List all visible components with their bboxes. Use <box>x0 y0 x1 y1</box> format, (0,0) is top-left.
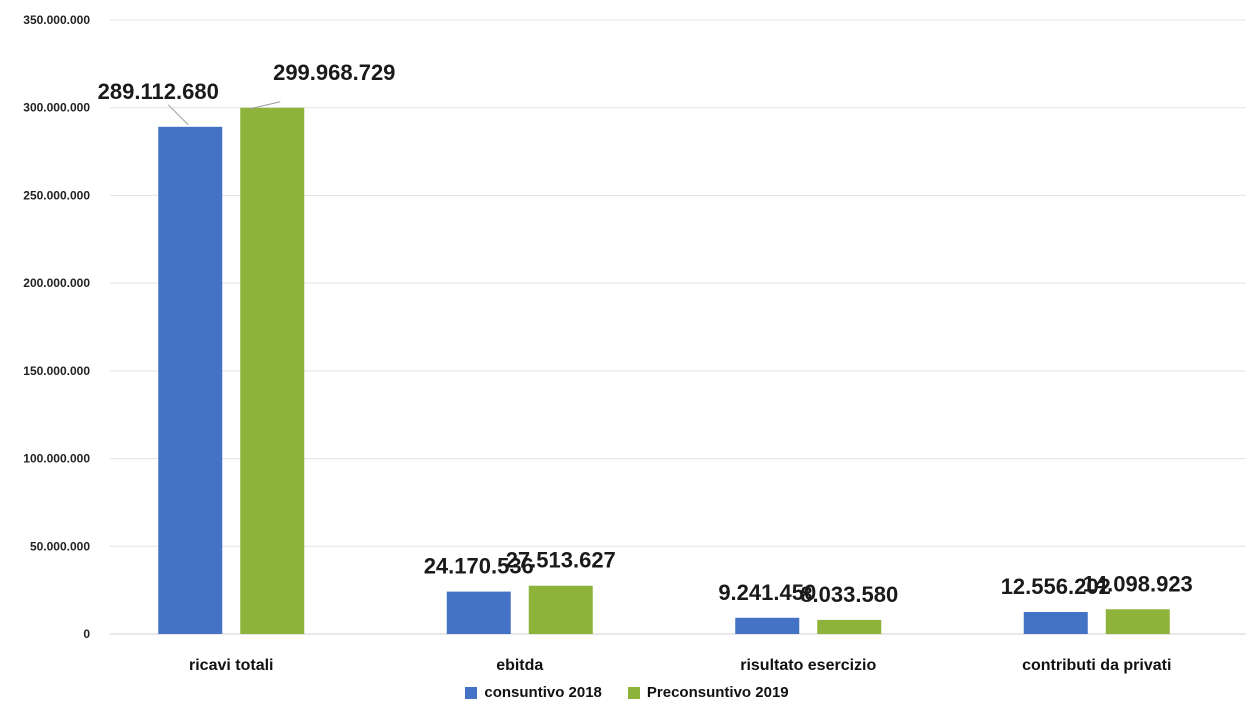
legend: consuntivo 2018 Preconsuntivo 2019 <box>0 684 1254 701</box>
data-label: 14.098.923 <box>1083 571 1193 596</box>
bar <box>528 585 593 634</box>
bar <box>446 591 511 634</box>
category-label: risultato esercizio <box>740 657 876 674</box>
bar <box>158 126 223 635</box>
data-label: 289.112.680 <box>98 79 219 104</box>
category-label: ricavi totali <box>189 657 273 674</box>
y-tick-label: 300.000.000 <box>23 101 90 115</box>
y-tick-label: 0 <box>83 627 90 641</box>
legend-label: consuntivo 2018 <box>484 684 602 701</box>
data-label: 24.170.536 <box>424 554 534 579</box>
legend-swatch-green <box>627 686 640 699</box>
bar <box>735 617 800 634</box>
category-label: contributi da privati <box>1022 657 1171 674</box>
bar <box>817 619 882 634</box>
data-label: 8.033.580 <box>800 582 898 607</box>
leader-line <box>250 101 281 110</box>
legend-item-consuntivo-2018: consuntivo 2018 <box>465 684 602 701</box>
bar <box>240 107 305 634</box>
legend-label: Preconsuntivo 2019 <box>646 684 789 701</box>
y-tick-label: 200.000.000 <box>23 276 90 290</box>
y-tick-label: 350.000.000 <box>23 13 90 27</box>
legend-item-preconsuntivo-2019: Preconsuntivo 2019 <box>627 684 789 701</box>
data-label: 12.556.202 <box>1001 574 1111 599</box>
data-label: 27.513.627 <box>506 548 616 573</box>
data-label: 299.968.729 <box>273 60 395 85</box>
category-label: ebitda <box>496 657 543 674</box>
y-tick-label: 100.000.000 <box>23 452 90 466</box>
bar <box>1023 611 1088 634</box>
bar <box>1105 609 1170 634</box>
leader-line <box>167 104 189 126</box>
y-tick-label: 150.000.000 <box>23 364 90 378</box>
data-label: 9.241.450 <box>718 580 816 605</box>
legend-swatch-blue <box>465 686 478 699</box>
y-tick-label: 250.000.000 <box>23 188 90 202</box>
y-tick-label: 50.000.000 <box>30 539 90 553</box>
